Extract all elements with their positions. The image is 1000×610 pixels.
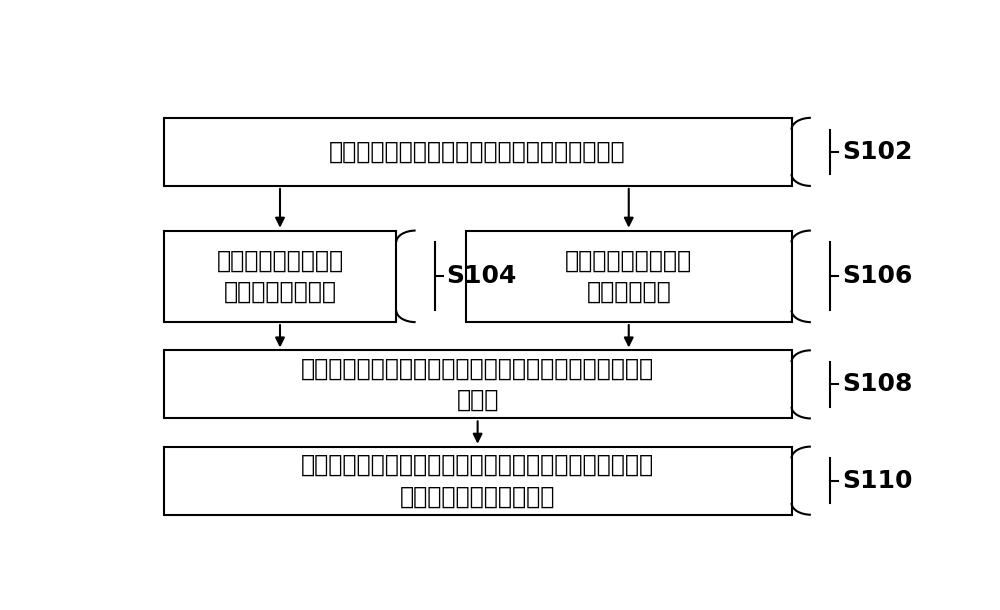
Bar — [164, 118, 792, 186]
Bar — [164, 231, 396, 322]
Text: S106: S106 — [842, 264, 912, 289]
Text: S108: S108 — [842, 372, 912, 396]
Bar — [164, 447, 792, 515]
Text: 确定多层次评价指标
体系中指标的权重: 确定多层次评价指标 体系中指标的权重 — [216, 248, 344, 304]
Text: 基于遗传算法和投影寻踪聚类模型对处理后的实时元组数
据实现投影寻踪动态聚类: 基于遗传算法和投影寻踪聚类模型对处理后的实时元组数 据实现投影寻踪动态聚类 — [301, 453, 654, 509]
Text: 基于处理后的实时元组数据和指标的权重建立投影寻踪聚
类模型: 基于处理后的实时元组数据和指标的权重建立投影寻踪聚 类模型 — [301, 357, 654, 412]
Text: 根据领域与目标的不同构建多层次评价指标体系: 根据领域与目标的不同构建多层次评价指标体系 — [329, 140, 626, 164]
Bar — [164, 350, 792, 418]
Text: S104: S104 — [447, 264, 517, 289]
Text: S102: S102 — [842, 140, 912, 164]
Text: S110: S110 — [842, 468, 912, 493]
Text: 对实时元组数据中的
噪声进行处理: 对实时元组数据中的 噪声进行处理 — [565, 248, 692, 304]
Bar — [466, 231, 792, 322]
